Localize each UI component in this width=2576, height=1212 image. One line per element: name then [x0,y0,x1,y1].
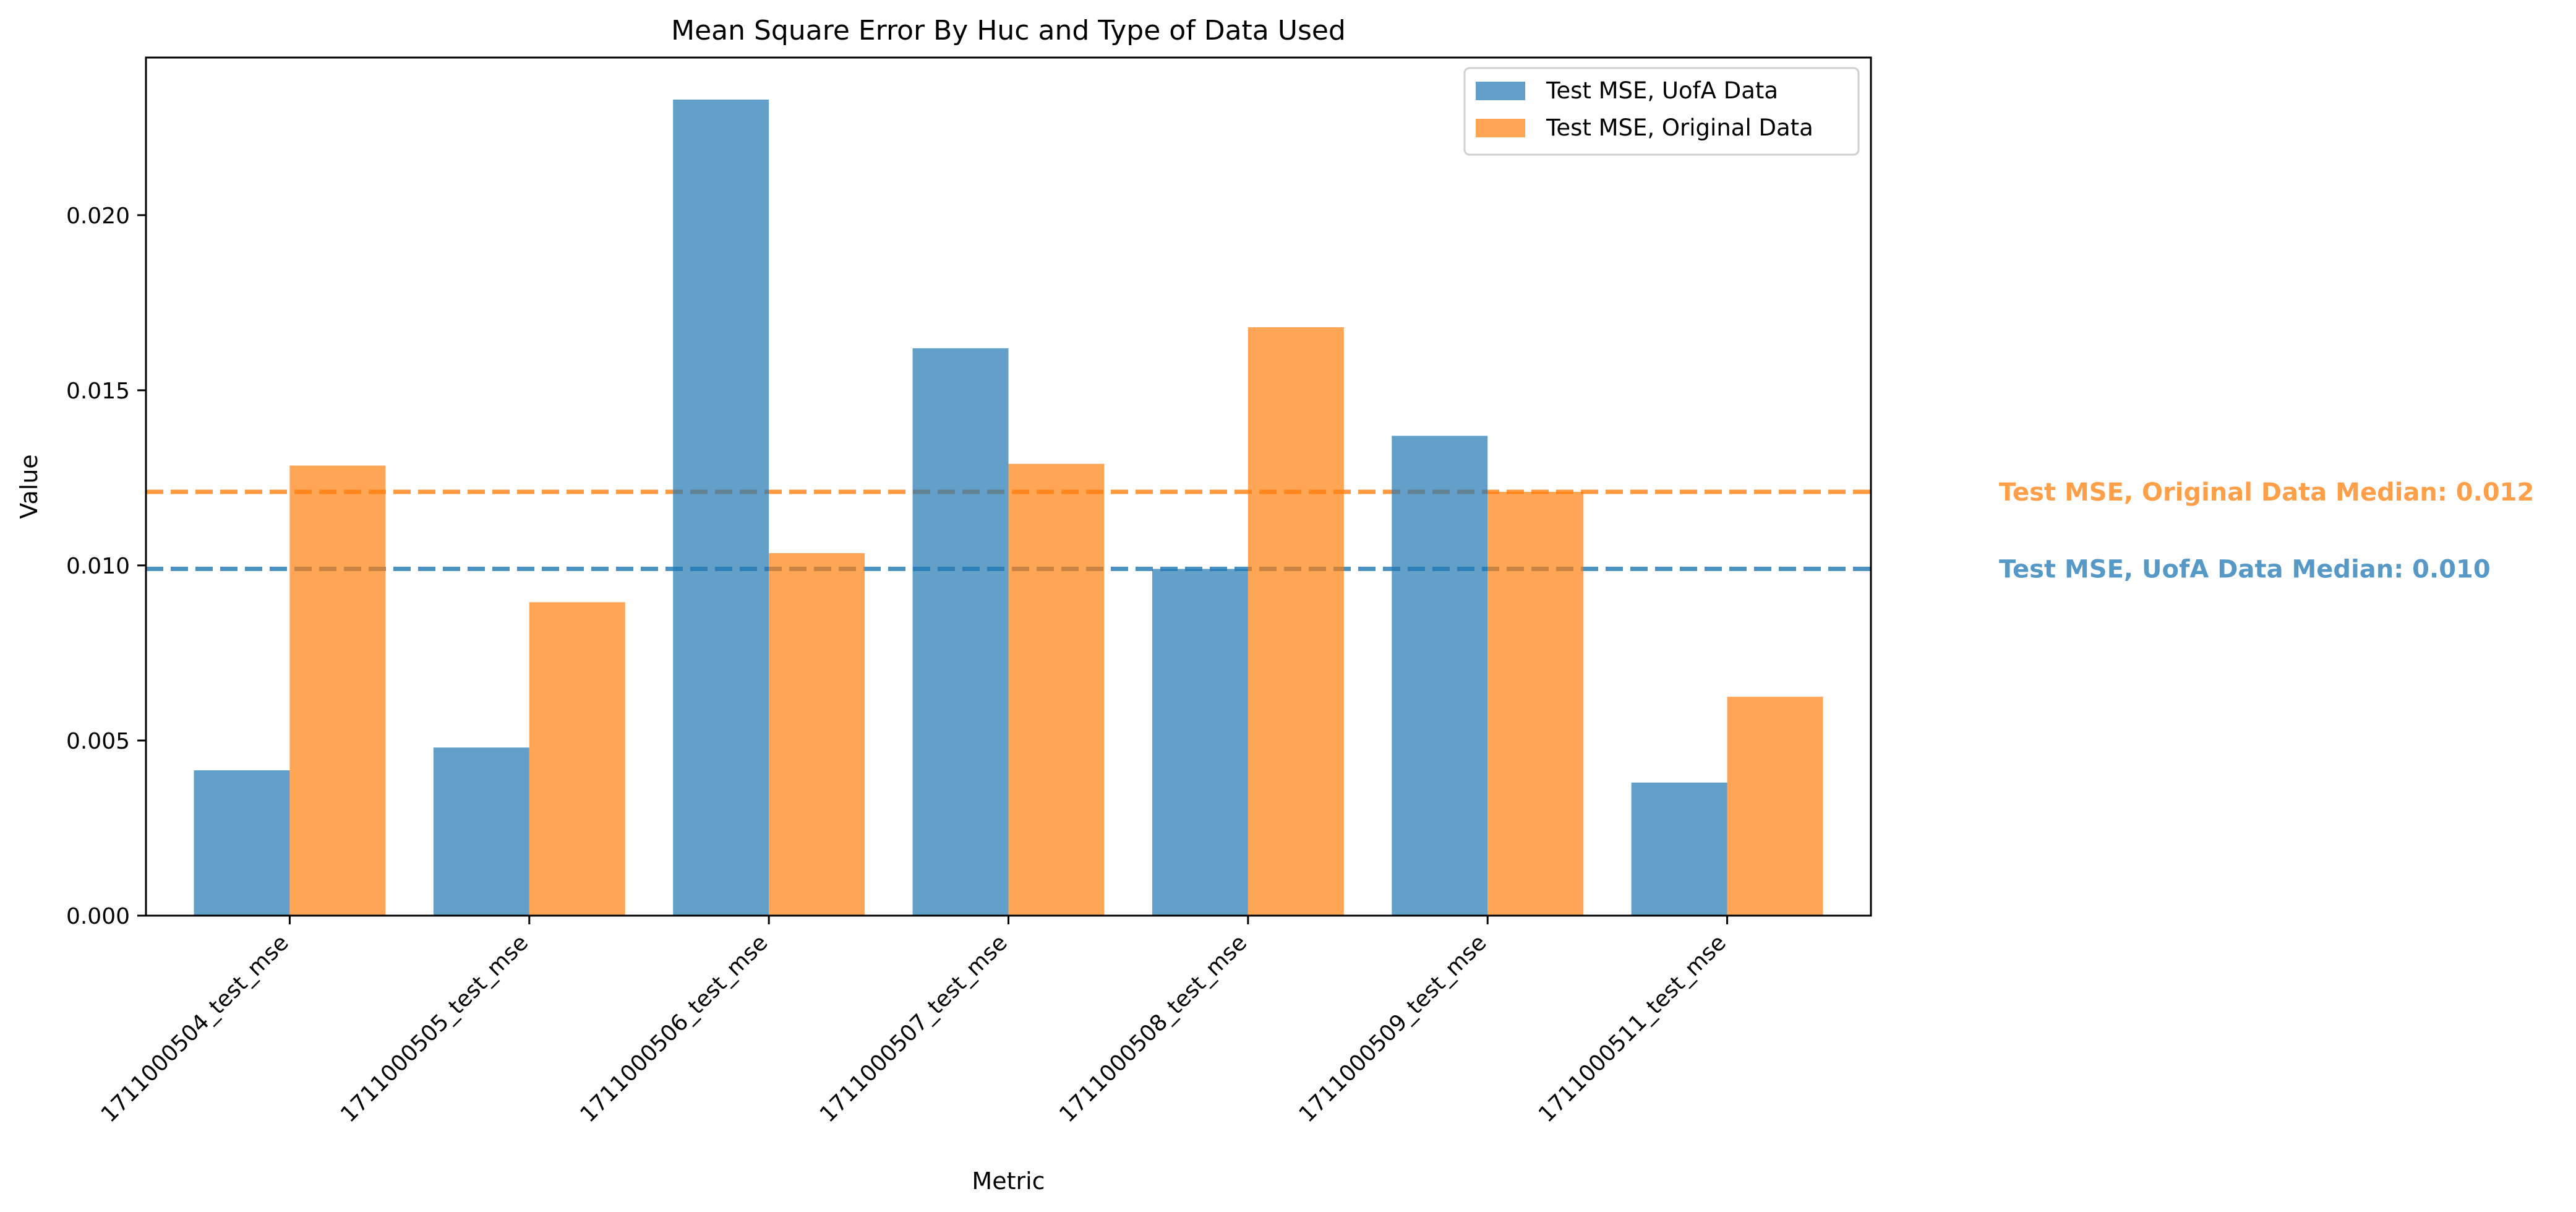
bar-series-2-cat-6 [1487,491,1584,916]
x-tick-label: 1711000509_test_mse [1294,930,1492,1127]
bar-series-1-cat-7 [1631,782,1727,916]
median-label-1: Test MSE, Original Data Median: 0.012 [1999,478,2534,507]
x-tick-label: 1711000508_test_mse [1055,930,1252,1127]
x-tick-label: 1711000506_test_mse [575,930,772,1127]
y-axis-label: Value [15,454,43,518]
bar-series-1-cat-6 [1392,436,1488,916]
bar-series-1-cat-2 [433,747,529,916]
y-axis: 0.000 0.005 0.010 0.015 0.020 [66,204,146,929]
bar-series-1-cat-3 [673,99,769,916]
x-axis: 1711000504_test_mse 1711000505_test_mse 17… [96,916,1731,1127]
y-tick-label: 0.005 [66,729,130,754]
y-tick-label: 0.010 [66,554,130,579]
y-tick-label: 0.015 [66,379,130,404]
y-tick-label: 0.020 [66,204,130,229]
bars [194,99,1823,916]
legend-label-2: Test MSE, Original Data [1546,114,1813,141]
median-label-2: Test MSE, UofA Data Median: 0.010 [1999,556,2491,584]
bar-series-2-cat-4 [1008,463,1105,916]
legend: Test MSE, UofA Data Test MSE, Original Da… [1463,67,1860,156]
x-tick-label: 1711000507_test_mse [815,930,1012,1127]
x-tick-label: 1711000511_test_mse [1534,930,1731,1127]
bar-series-2-cat-5 [1247,327,1344,916]
median-lines [146,489,1871,572]
median-labels: Test MSE, Original Data Median: 0.012 Tes… [1999,478,2534,584]
bar-series-2-cat-7 [1727,697,1823,916]
legend-label-1: Test MSE, UofA Data [1546,77,1778,104]
legend-swatch-1 [1476,82,1525,100]
bar-series-2-cat-2 [529,602,625,916]
x-tick-label: 1711000504_test_mse [96,930,294,1127]
bar-series-2-cat-3 [769,553,865,916]
chart-title: Mean Square Error By Huc and Type of Dat… [671,15,1346,46]
bar-series-1-cat-5 [1152,569,1248,916]
legend-box [1463,67,1860,156]
x-tick-label: 1711000505_test_mse [336,930,533,1127]
bar-series-1-cat-1 [194,770,290,916]
bar-series-1-cat-4 [912,348,1009,916]
x-axis-label: Metric [972,1167,1045,1195]
y-tick-label: 0.000 [66,904,130,929]
bar-series-2-cat-1 [289,465,386,916]
legend-swatch-2 [1476,119,1525,137]
